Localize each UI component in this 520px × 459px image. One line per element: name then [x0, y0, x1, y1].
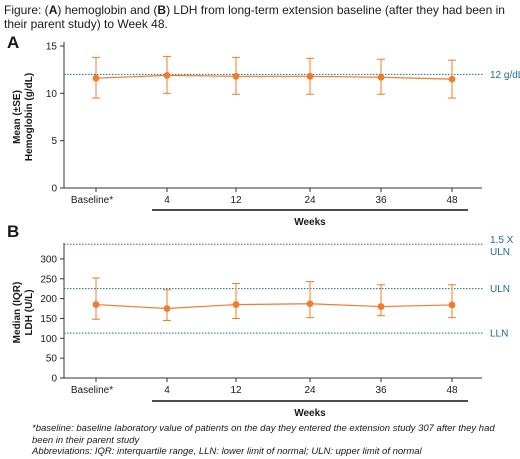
- panel-a-x-tick-label: 4: [164, 195, 170, 206]
- panel-b-x-tick-label: 36: [375, 385, 387, 396]
- caption-panel-b-ref: B: [157, 3, 167, 17]
- panel-a-y-tick-label: 15: [46, 42, 58, 53]
- figure-caption: Figure: (A) hemoglobin and (B) LDH from …: [4, 3, 509, 31]
- panel-a-data-point: [377, 73, 385, 81]
- panel-b-y-tick-label: 250: [40, 274, 57, 285]
- panel-a-x-tick-label: 48: [446, 195, 458, 206]
- panel-a-data-point: [306, 72, 314, 80]
- caption-rest: ) LDH from long-term extension baseline …: [4, 3, 505, 31]
- panel-a-data-point: [448, 75, 456, 83]
- panel-b-data-point: [377, 303, 385, 310]
- panel-a-x-tick-label: 24: [304, 195, 316, 206]
- panel-a-y-tick-label: 10: [46, 89, 58, 100]
- footnote-baseline: *baseline: baseline laboratory value of …: [32, 423, 495, 446]
- panel-a-y-tick-label: 0: [51, 184, 57, 195]
- footnotes: *baseline: baseline laboratory value of …: [32, 423, 512, 458]
- panel-b-reference-label: ULN: [490, 247, 510, 258]
- panel-b-data-point: [448, 301, 456, 309]
- panel-b-x-tick-label: 12: [230, 385, 242, 396]
- panel-b-series-line: [95, 303, 453, 310]
- panel-a-y-label-line2: Hemoglobin (g/dL): [24, 73, 35, 161]
- caption-middle: ) hemoglobin and (: [57, 3, 158, 17]
- panel-b-data-point: [163, 305, 171, 312]
- panel-b-data-point: [232, 301, 240, 308]
- panel-a-data-point: [92, 74, 100, 82]
- panel-b-y-tick-label: 300: [40, 254, 57, 265]
- panel-letter-a: A: [7, 33, 20, 52]
- panel-b-data-point: [306, 300, 314, 308]
- panel-b-x-tick-label: Baseline*: [71, 385, 113, 396]
- panel-a-series-line: [95, 74, 453, 80]
- panel-letter-b: B: [7, 222, 20, 241]
- panel-a-data-point: [232, 72, 240, 80]
- panel-b-y-label-line2: LDH (U/L): [24, 289, 35, 335]
- panel-b-y-label-line1: Median (IQR): [12, 282, 23, 344]
- panel-a-x-tick-label: Baseline*: [71, 195, 113, 206]
- panel-a-y-label-line1: Mean (±SE): [12, 90, 23, 144]
- panel-b-x-label: Weeks: [294, 408, 326, 419]
- panel-b-data-point: [92, 301, 100, 308]
- panel-b-y-tick-label: 150: [40, 314, 57, 325]
- panel-b-x-tick-label: 48: [446, 385, 458, 396]
- panel-b-y-tick-label: 50: [46, 354, 58, 365]
- panel-a-x-tick-label: 36: [375, 195, 387, 206]
- panel-b-reference-label: ULN: [490, 284, 510, 295]
- panel-b-reference-label: LLN: [490, 329, 508, 340]
- panel-b-y-tick-label: 0: [51, 374, 57, 385]
- panel-b-x-tick-label: 24: [304, 385, 316, 396]
- panel-a-y-tick-label: 5: [51, 136, 57, 147]
- panel-a-x-tick-label: 12: [230, 195, 242, 206]
- panel-b-x-tick-label: 4: [164, 385, 170, 396]
- caption-prefix: Figure: (: [4, 3, 49, 17]
- panel-a-reference-label: 12 g/dL: [490, 70, 520, 81]
- panel-b-y-tick-label: 200: [40, 294, 57, 305]
- panel-a-data-point: [163, 71, 171, 79]
- caption-panel-a-ref: A: [48, 3, 58, 17]
- panel-a-x-label: Weeks: [294, 217, 326, 228]
- footnote-abbreviations: Abbreviations: IQR: interquartile range,…: [32, 446, 422, 457]
- panel-b-reference-label: 1.5 X: [490, 235, 514, 246]
- panel-b-y-tick-label: 100: [40, 334, 57, 345]
